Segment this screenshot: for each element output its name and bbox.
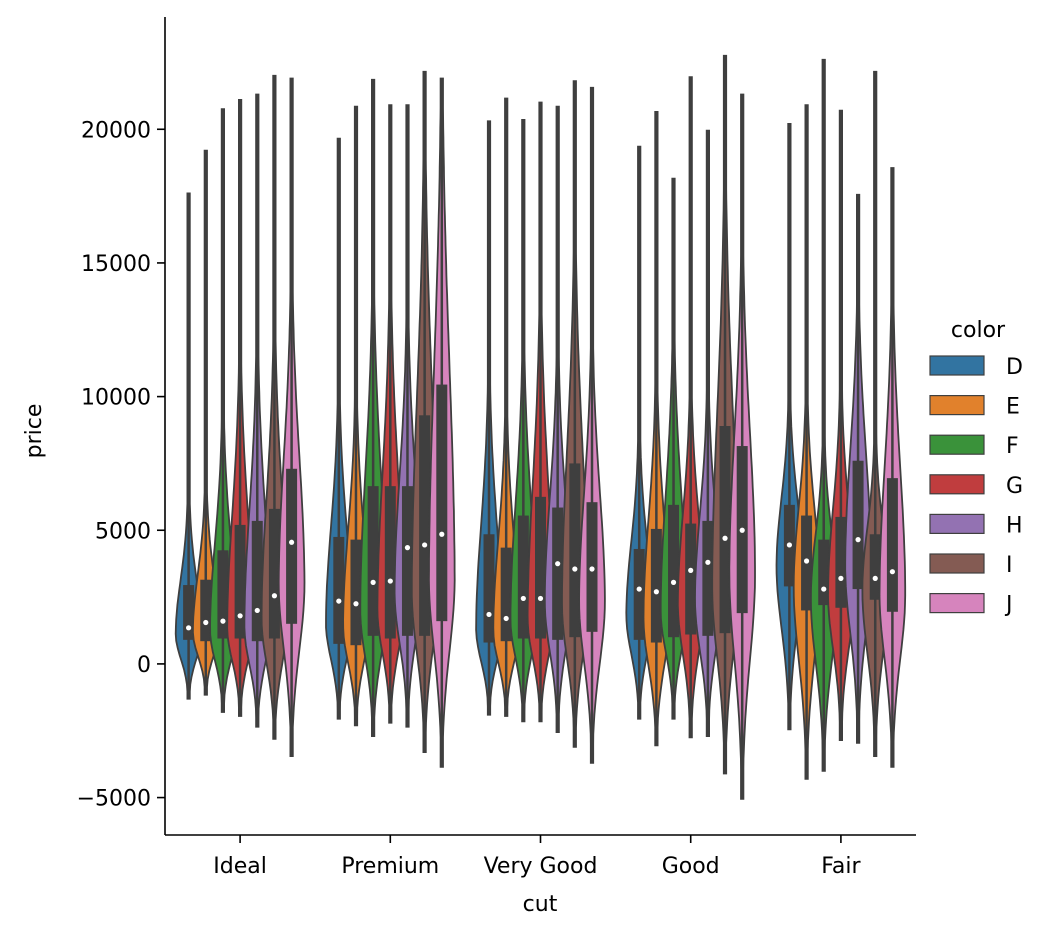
- violin-median: [670, 579, 677, 585]
- violin-box: [286, 468, 298, 624]
- violin-median: [353, 601, 359, 607]
- violin-box: [483, 534, 495, 643]
- violin-box: [436, 384, 448, 622]
- violin-box: [200, 579, 212, 642]
- violin-box: [268, 508, 280, 639]
- violin-box: [818, 539, 830, 606]
- violin-box: [668, 504, 680, 638]
- violin-median: [203, 619, 209, 626]
- legend-label-F: F: [1006, 434, 1019, 459]
- legend-label-H: H: [1006, 513, 1023, 538]
- violin-box: [535, 496, 546, 639]
- violin-median: [387, 578, 393, 584]
- violin-box: [835, 516, 847, 608]
- violin-median: [336, 598, 342, 604]
- legend-swatch-H: [929, 513, 985, 535]
- x-axis-label: cut: [523, 892, 558, 917]
- violin-median: [653, 589, 659, 595]
- y-tick-label: 5000: [95, 519, 151, 544]
- legend-label-D: D: [1006, 355, 1023, 380]
- violin-box: [384, 486, 396, 639]
- violin-box: [183, 585, 195, 640]
- violin-median: [555, 561, 561, 567]
- violin-box: [633, 548, 645, 640]
- violin-median: [705, 559, 711, 565]
- violin-box: [552, 507, 564, 640]
- violin-median: [186, 625, 192, 631]
- violin-median: [439, 531, 445, 537]
- legend-swatch-G: [929, 474, 985, 495]
- violin-median: [503, 615, 509, 622]
- x-tick-label: Fair: [821, 854, 861, 879]
- violin-box: [350, 539, 362, 646]
- y-axis-label: price: [22, 404, 47, 459]
- violin-box: [702, 520, 714, 636]
- x-tick-label: Good: [662, 854, 720, 879]
- violin-median: [422, 542, 428, 548]
- legend-swatch-D: [929, 355, 985, 376]
- x-tick-label: Very Good: [484, 854, 598, 879]
- violin-box: [234, 524, 246, 639]
- violin-box: [650, 528, 662, 643]
- legend-swatch-E: [929, 395, 985, 416]
- legend-swatch-F: [929, 434, 985, 455]
- violin-median: [855, 537, 861, 543]
- violin-box: [569, 463, 581, 638]
- y-tick-label: −5000: [77, 787, 151, 812]
- y-tick-label: 0: [137, 653, 151, 678]
- violin-median: [803, 558, 810, 564]
- legend-label-J: J: [1004, 593, 1013, 618]
- violin-median: [838, 575, 844, 581]
- violin-median: [739, 527, 745, 533]
- legend-label-G: G: [1006, 474, 1023, 499]
- violin-median: [404, 545, 411, 551]
- violin-median: [688, 567, 694, 573]
- legend-label-E: E: [1006, 395, 1020, 420]
- violin-box: [419, 415, 431, 636]
- y-tick-label: 20000: [81, 118, 151, 143]
- violin-median: [370, 579, 376, 585]
- legend-swatch-I: [929, 553, 985, 574]
- legend-swatch-J: [929, 592, 985, 614]
- violin-median: [520, 595, 526, 602]
- x-tick-label: Premium: [341, 854, 439, 879]
- violin-box: [517, 515, 529, 639]
- legend-label-I: I: [1006, 553, 1013, 578]
- y-tick-label: 15000: [81, 252, 151, 277]
- violin-box: [719, 426, 731, 634]
- violin-median: [254, 607, 260, 614]
- x-ticks: Ideal Premium Very Good Good Fair: [213, 835, 861, 879]
- legend-title: color: [951, 318, 1006, 343]
- violin-box: [685, 523, 697, 635]
- violin-median: [636, 586, 642, 592]
- violin-median: [589, 566, 595, 572]
- violin-median: [821, 586, 827, 592]
- violin-median: [237, 613, 243, 619]
- violin-median: [889, 569, 895, 575]
- violin-median: [220, 618, 226, 624]
- y-tick-label: 10000: [81, 386, 151, 411]
- violin-median: [572, 566, 578, 572]
- violin-median: [486, 611, 492, 618]
- violins-layer: [174, 54, 907, 800]
- violin-box: [251, 520, 263, 642]
- violin-median: [288, 539, 295, 545]
- violin-box: [886, 478, 898, 612]
- violin-box: [217, 550, 229, 639]
- violin-median: [537, 595, 544, 602]
- violin-box: [852, 460, 864, 590]
- y-ticks: −5000 0 5000 10000 15000 20000: [77, 118, 165, 812]
- violin-box: [401, 486, 413, 636]
- violin-box: [367, 486, 379, 636]
- violin-median: [872, 575, 878, 581]
- violin-box: [500, 547, 512, 642]
- violin-median: [271, 593, 278, 599]
- x-tick-label: Ideal: [213, 854, 267, 879]
- violin-median: [786, 542, 793, 548]
- violin-box: [333, 536, 345, 644]
- violin-median: [722, 535, 728, 541]
- violin-box: [869, 534, 881, 600]
